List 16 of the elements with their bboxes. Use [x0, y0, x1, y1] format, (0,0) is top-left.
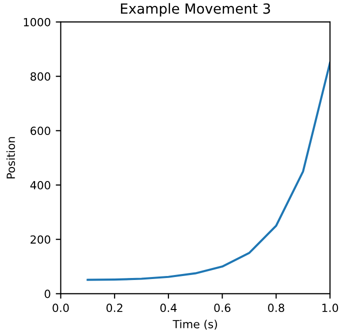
y-axis-title: Position: [6, 137, 16, 178]
x-tick-label: 0.2: [106, 304, 122, 312]
x-tick-label: 0.0: [52, 304, 69, 312]
y-tick-label: 800: [30, 72, 50, 81]
y-tick-label: 1000: [24, 18, 50, 26]
x-axis-title: Time (s): [172, 320, 217, 330]
x-tick-label: 0.6: [214, 304, 230, 312]
y-tick-label: 0: [44, 290, 50, 298]
line-series: [86, 62, 330, 281]
y-tick-label: 400: [30, 180, 50, 190]
x-tick-label: 0.8: [268, 304, 284, 312]
x-tick-label: 1.0: [322, 304, 338, 312]
chart-title: Example Movement 3: [120, 3, 270, 17]
y-tick-label: 200: [30, 235, 50, 244]
y-tick-label: 600: [30, 126, 50, 136]
x-tick-label: 0.4: [160, 304, 177, 312]
